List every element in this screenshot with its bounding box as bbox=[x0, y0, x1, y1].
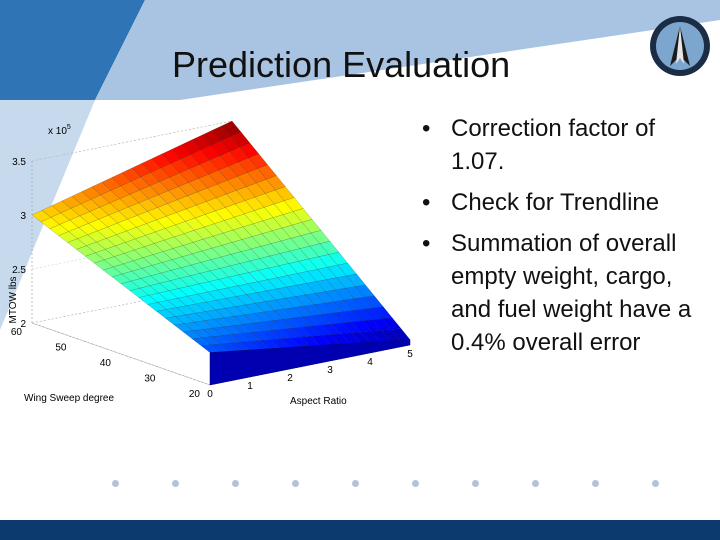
x-tick-label: 0 bbox=[207, 389, 213, 400]
z-tick-label: 3 bbox=[20, 211, 26, 222]
y-tick-label: 60 bbox=[11, 327, 23, 338]
surface-front-skirt bbox=[209, 339, 411, 386]
bullet-list: • Correction factor of 1.07. • Check for T… bbox=[420, 112, 710, 367]
x-tick-label: 5 bbox=[407, 349, 413, 360]
decorative-dot bbox=[232, 480, 239, 487]
bullet-dot-icon: • bbox=[422, 115, 431, 142]
z-axis-label: MTOW lbs bbox=[8, 276, 19, 323]
x-tick-label: 2 bbox=[287, 373, 293, 384]
x-tick-label: 3 bbox=[327, 365, 333, 376]
bullet-item: • Correction factor of 1.07. bbox=[420, 112, 710, 178]
slide-title: Prediction Evaluation bbox=[172, 44, 511, 85]
decorative-dot bbox=[172, 480, 179, 487]
x-tick-label: 4 bbox=[367, 357, 373, 368]
supersonix-logo bbox=[650, 16, 710, 76]
x-axis-label: Aspect Ratio bbox=[290, 396, 347, 407]
y-tick-label: 40 bbox=[100, 358, 112, 369]
decorative-dot bbox=[292, 480, 299, 487]
bullet-item: • Check for Trendline bbox=[420, 186, 710, 219]
axis-box-line bbox=[31, 322, 211, 386]
bullet-text: Summation of overall empty weight, cargo… bbox=[451, 230, 692, 356]
x-tick-label: 1 bbox=[247, 381, 253, 392]
bullet-text: Check for Trendline bbox=[451, 189, 660, 216]
bullet-text: Correction factor of 1.07. bbox=[451, 115, 656, 175]
bullet-item: • Summation of overall empty weight, carg… bbox=[420, 227, 710, 359]
z-tick-label: 2.5 bbox=[12, 265, 26, 276]
decorative-dot bbox=[532, 480, 539, 487]
decorative-dot bbox=[112, 480, 119, 487]
y-axis-label: Wing Sweep degree bbox=[24, 393, 114, 404]
axis-box-line bbox=[31, 322, 211, 386]
decorative-dot bbox=[592, 480, 599, 487]
decorative-dot bbox=[652, 480, 659, 487]
header-light-shape bbox=[95, 0, 720, 100]
y-tick-label: 20 bbox=[189, 389, 201, 400]
decorative-dot bbox=[412, 480, 419, 487]
decorative-dots bbox=[100, 480, 680, 496]
bullet-dot-icon: • bbox=[422, 189, 431, 216]
z-tick-label: 2 bbox=[20, 319, 26, 330]
y-tick-label: 30 bbox=[144, 374, 156, 385]
decorative-dot bbox=[472, 480, 479, 487]
decorative-dot bbox=[352, 480, 359, 487]
y-tick-label: 50 bbox=[55, 343, 67, 354]
footer-bar bbox=[0, 520, 720, 540]
header-blue-shape bbox=[0, 0, 145, 100]
z-grid-line bbox=[31, 120, 233, 162]
z-tick-label: 3.5 bbox=[12, 157, 26, 168]
bullet-dot-icon: • bbox=[422, 230, 431, 257]
z-multiplier-label: x 105 bbox=[48, 124, 71, 137]
